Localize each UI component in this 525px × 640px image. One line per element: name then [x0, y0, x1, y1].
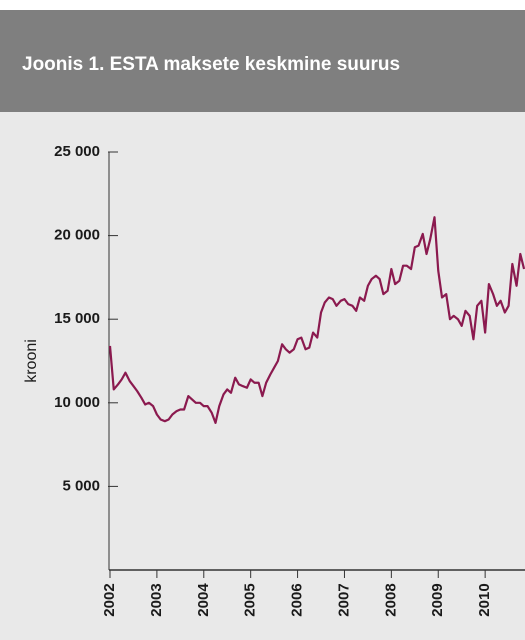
y-tick-label: 20 000 [54, 227, 100, 244]
y-tick-label: 15 000 [54, 310, 100, 327]
header [0, 10, 525, 112]
chart-background [0, 112, 525, 640]
y-tick-label: 5 000 [62, 477, 100, 494]
x-tick-label: 2006 [289, 583, 306, 616]
x-tick-label: 2004 [195, 583, 212, 617]
x-tick-label: 2008 [382, 583, 399, 616]
x-tick-label: 2007 [335, 583, 352, 616]
x-tick-label: 2009 [429, 583, 446, 616]
x-tick-label: 2010 [476, 583, 493, 616]
x-tick-label: 2005 [242, 583, 259, 616]
chart-title: Joonis 1. ESTA maksete keskmine suurus [22, 54, 400, 75]
x-tick-label: 2002 [101, 583, 118, 616]
x-tick-label: 2003 [148, 583, 165, 616]
y-axis-label: krooni [23, 339, 40, 383]
data-line [108, 216, 525, 424]
y-tick-label: 10 000 [54, 394, 100, 411]
y-tick-label: 25 000 [54, 143, 100, 160]
